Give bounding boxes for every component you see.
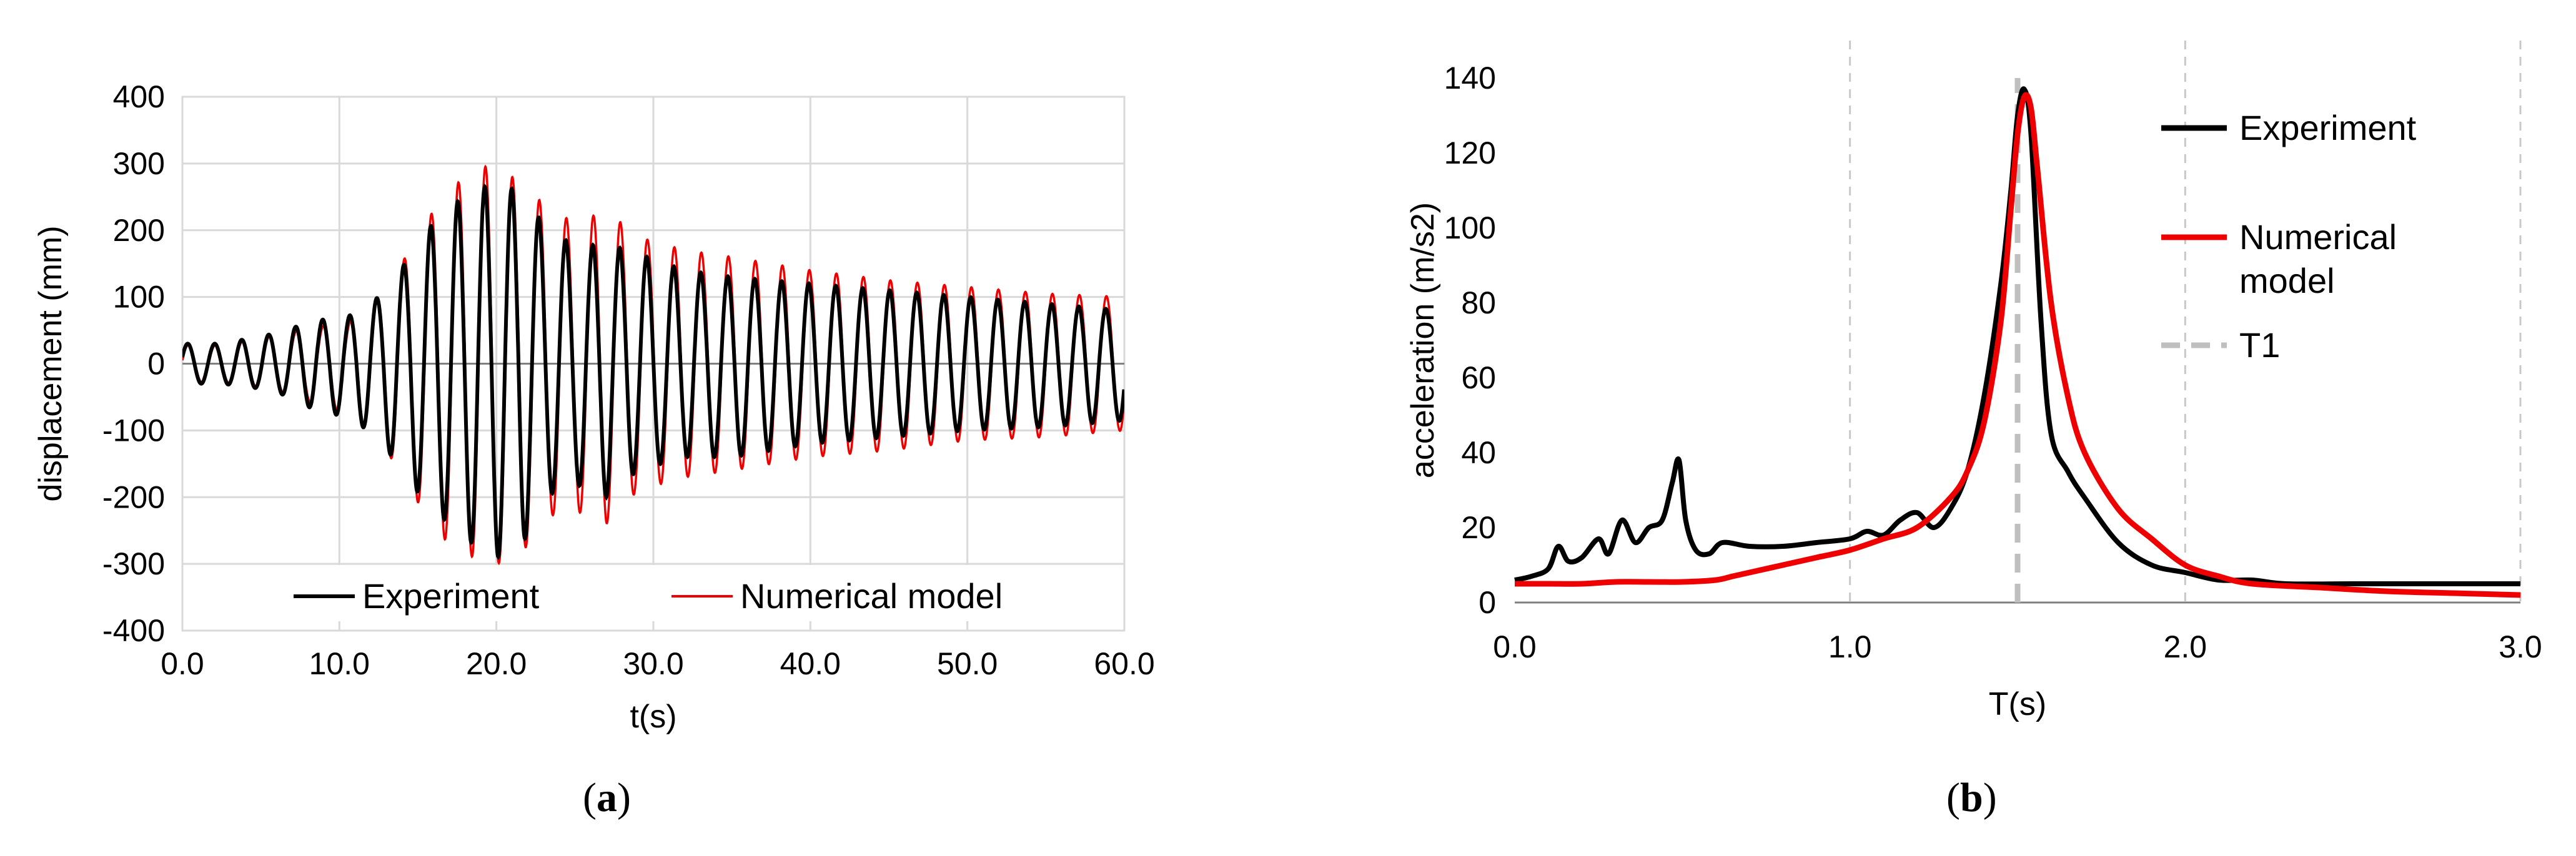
legend-a-background [275, 565, 1056, 621]
x-axis-title-b: T(s) [1989, 686, 2046, 722]
y-tick-label-a: -300 [102, 546, 165, 581]
x-tick-label-b: 3.0 [2499, 629, 2542, 664]
legend-b-numerical-label: Numerical model [2239, 217, 2397, 300]
panel-b-caption: (b) [1946, 775, 1997, 820]
x-tick-label-b: 2.0 [2164, 629, 2207, 664]
y-tick-label-a: 200 [113, 213, 165, 248]
x-tick-label-a: 50.0 [937, 646, 998, 681]
y-tick-label-b: 60 [1461, 360, 1496, 395]
y-axis-title-a: displacement (mm) [32, 225, 69, 501]
chart-panel-b: 0.0 1.0 2.0 3.0 0 20 40 60 80 100 120 140 T(s) accele… [1312, 0, 2576, 856]
chart-b-svg: 0.0 1.0 2.0 3.0 0 20 40 60 80 100 120 140 T(s) accele… [1405, 41, 2542, 722]
legend-b-numerical-label-line: Numerical [2239, 217, 2397, 257]
legend-b-t1-label: T1 [2239, 325, 2280, 365]
legend-b-numerical-label-line: model [2239, 261, 2335, 300]
x-tick-label-b: 0.0 [1493, 629, 1537, 664]
y-tick-label-a: -100 [102, 413, 165, 448]
y-tick-label-b: 140 [1444, 61, 1496, 96]
y-tick-label-b: 0 [1479, 585, 1496, 620]
y-axis-title-b: acceleration (m/s2) [1405, 202, 1441, 478]
x-axis-title-a: t(s) [630, 699, 676, 735]
y-tick-label-a: 400 [113, 79, 165, 114]
y-tick-label-a: 300 [113, 146, 165, 181]
series-experiment-line-b [1514, 86, 2520, 587]
y-tick-label-a: 100 [113, 280, 165, 315]
y-tick-label-a: 0 [147, 347, 165, 381]
y-tick-label-b: 100 [1444, 210, 1496, 245]
x-tick-label-a: 20.0 [466, 646, 527, 681]
chart-a-svg: -400 -300 -200 -100 0 100 200 300 400 0.0 10.0 20.0… [32, 79, 1155, 735]
y-tick-label-a: -200 [102, 480, 165, 514]
x-tick-label-a: 10.0 [309, 646, 370, 681]
x-tick-label-a: 0.0 [161, 646, 204, 681]
panel-a-caption: (a) [583, 775, 631, 820]
x-tick-label-a: 60.0 [1094, 646, 1154, 681]
legend-b-experiment-label: Experiment [2239, 108, 2417, 147]
x-tick-label-b: 1.0 [1828, 629, 1872, 664]
y-tick-label-a: -400 [102, 613, 165, 648]
series-numerical-line-b [1515, 92, 2521, 598]
y-tick-label-b: 80 [1461, 285, 1496, 320]
y-tick-label-b: 20 [1461, 510, 1496, 545]
y-tick-label-b: 40 [1461, 435, 1496, 470]
x-tick-label-a: 40.0 [780, 646, 841, 681]
x-tick-label-a: 30.0 [623, 646, 683, 681]
chart-panel-a: -400 -300 -200 -100 0 100 200 300 400 0.0 10.0 20.0… [0, 0, 1187, 856]
legend-a-numerical-label: Numerical model [740, 576, 1003, 616]
y-tick-label-b: 120 [1444, 135, 1496, 170]
series-experiment-line-a [182, 183, 1124, 561]
legend-a-experiment-label: Experiment [362, 576, 540, 616]
